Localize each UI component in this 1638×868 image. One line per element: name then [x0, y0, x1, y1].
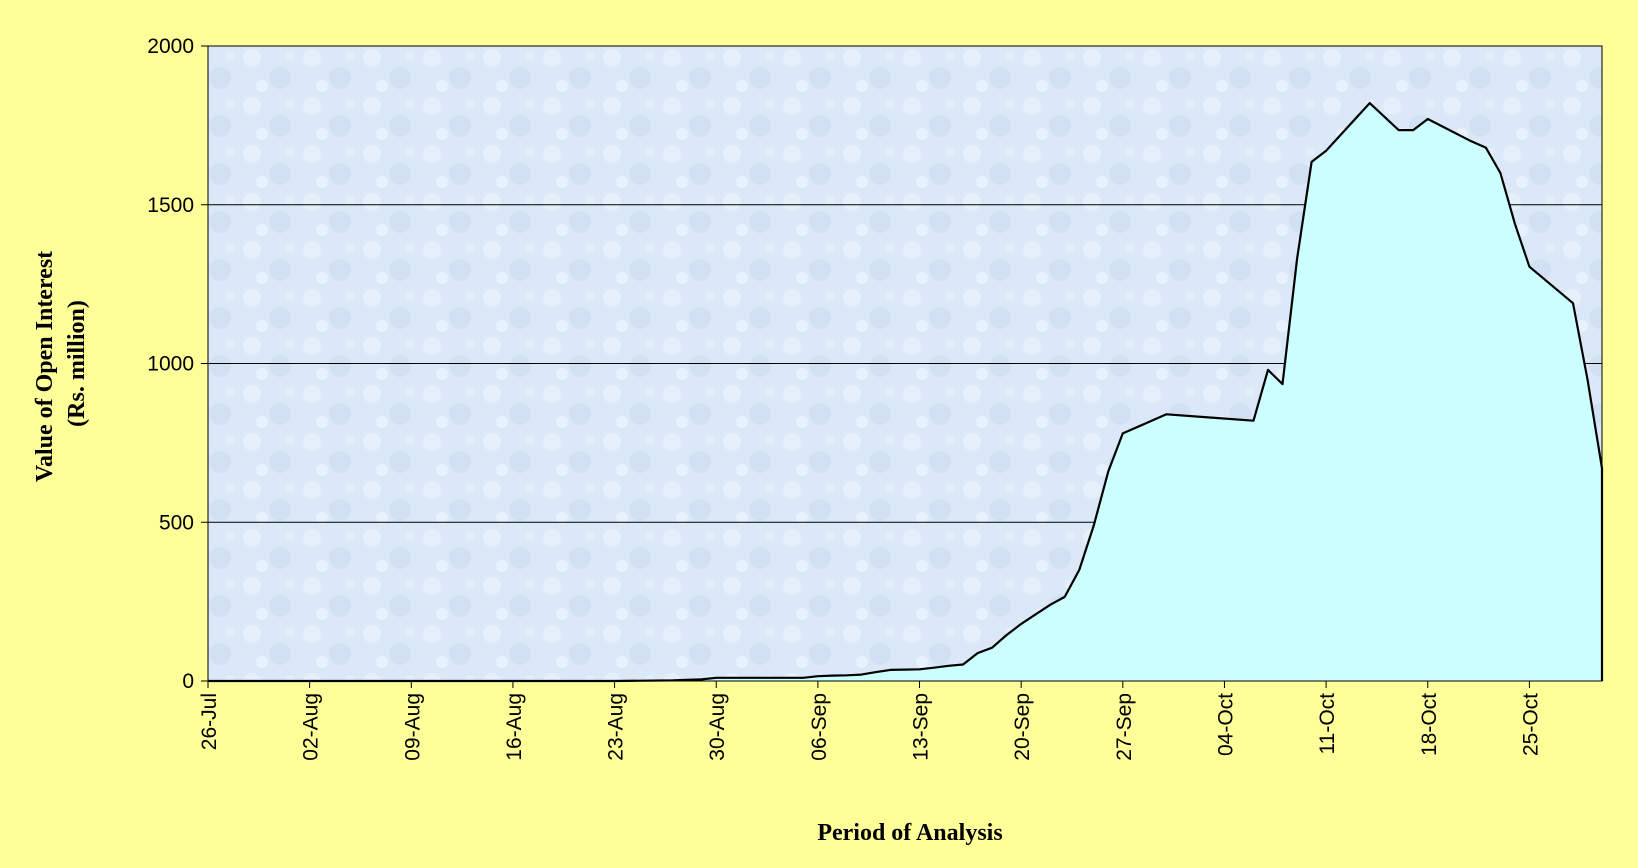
y-axis-title-line2: (Rs. million) [64, 300, 90, 427]
x-tick-label: 18-Oct [1418, 693, 1441, 756]
x-tick-label: 23-Aug [605, 693, 628, 761]
x-tick-label: 02-Aug [300, 693, 323, 761]
y-tick-label: 2000 [147, 35, 194, 58]
x-tick-label: 04-Oct [1214, 693, 1237, 756]
area-fill [208, 103, 1602, 682]
x-tick-label: 16-Aug [503, 693, 526, 761]
y-axis: 0 500 1000 1500 2000 [147, 35, 208, 693]
y-tick-label: 1000 [147, 353, 194, 376]
series-area [208, 102, 1604, 683]
x-tick-label: 30-Aug [706, 693, 729, 761]
x-tick-label: 13-Sep [910, 693, 933, 761]
x-tick-label: 25-Oct [1519, 693, 1542, 756]
x-tick-label: 20-Sep [1011, 693, 1034, 761]
x-axis-title: Period of Analysis [817, 820, 1002, 846]
y-axis-title-line1: Value of Open Interest [32, 251, 58, 482]
x-tick-label: 09-Aug [401, 693, 424, 761]
y-tick-label: 0 [182, 670, 194, 693]
y-tick-label: 1500 [147, 194, 194, 217]
x-tick-label: 11-Oct [1316, 693, 1339, 755]
x-axis: 26-Jul 02-Aug 09-Aug 16-Aug 23-Aug 30-Aug 06-S… [198, 681, 1542, 761]
x-tick-label: 27-Sep [1113, 693, 1136, 761]
x-tick-label: 26-Jul [198, 693, 221, 750]
y-tick-label: 500 [159, 511, 194, 534]
x-tick-label: 06-Sep [808, 693, 831, 761]
series-line [208, 102, 1604, 683]
y-axis-title: Value of Open Interest (Rs. million) [32, 245, 90, 482]
